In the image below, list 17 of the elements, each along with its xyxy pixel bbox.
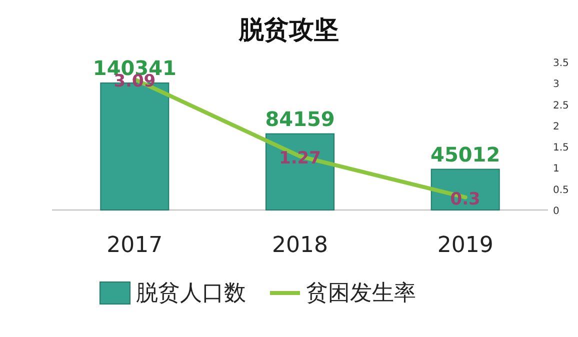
legend-label: 脱贫人口数	[136, 281, 246, 306]
y2-tick-label: 2	[553, 121, 560, 132]
chart-title: 脱贫攻坚	[238, 15, 339, 44]
y2-tick-label: 3.5	[553, 58, 569, 69]
x-tick-label: 2019	[437, 233, 494, 258]
x-tick-label: 2018	[272, 233, 328, 258]
data-label: 45012	[430, 142, 500, 166]
y2-tick-label: 1	[553, 164, 560, 175]
y2-tick-label: 0	[553, 206, 560, 217]
y2-tick-label: 1.5	[553, 142, 569, 154]
legend-label: 贫困发生率	[306, 281, 416, 306]
y2-tick-label: 3	[553, 79, 560, 90]
x-tick-label: 2017	[106, 233, 163, 258]
y2-tick-label: 0.5	[553, 184, 569, 196]
data-label: 0.3	[450, 189, 480, 210]
data-label: 84159	[265, 106, 335, 131]
y2-tick-label: 2.5	[553, 100, 569, 112]
